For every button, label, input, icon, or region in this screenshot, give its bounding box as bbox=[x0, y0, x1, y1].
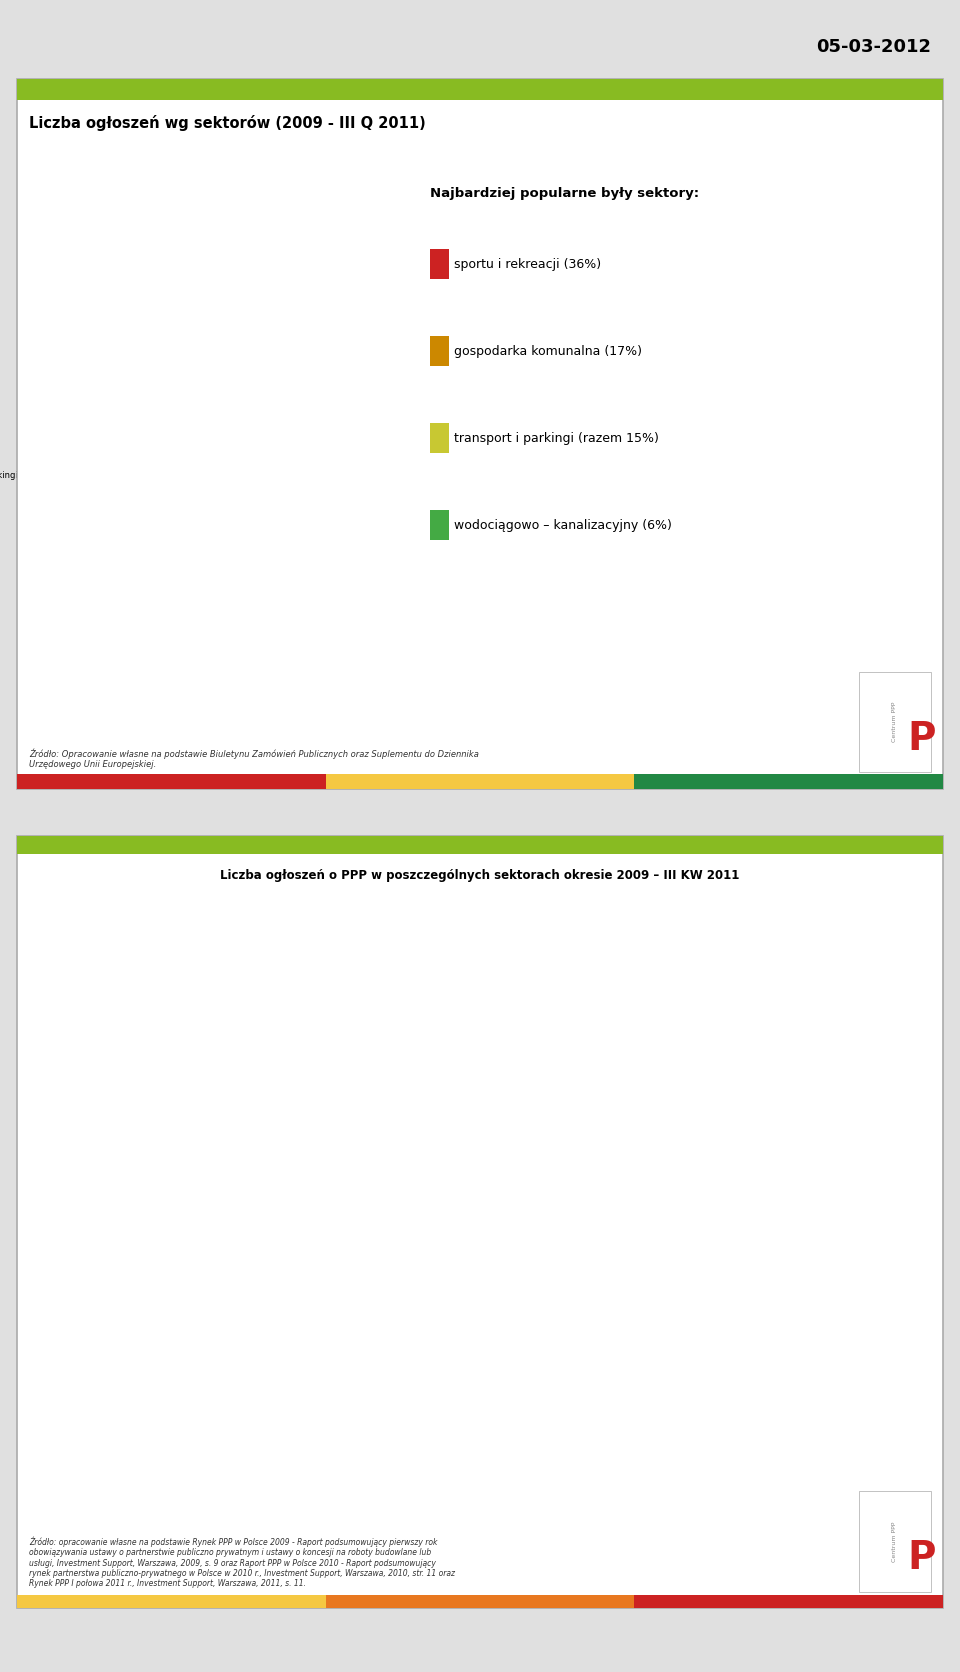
Wedge shape bbox=[60, 438, 214, 505]
Bar bbox=[195, 1239, 224, 1246]
Bar bbox=[195, 1214, 238, 1221]
Bar bbox=[195, 1398, 209, 1404]
Bar bbox=[195, 1129, 224, 1135]
Bar bbox=[195, 1062, 295, 1067]
Bar bbox=[195, 1067, 367, 1073]
Bar bbox=[195, 1177, 224, 1184]
Bar bbox=[195, 1202, 209, 1209]
Text: P: P bbox=[907, 721, 936, 757]
Wedge shape bbox=[185, 458, 332, 612]
Bar bbox=[195, 1085, 280, 1092]
Text: sportu i rekreacji (36%): sportu i rekreacji (36%) bbox=[454, 257, 601, 271]
Wedge shape bbox=[214, 304, 368, 557]
Text: Źródło: Opracowanie własne na podstawie Biuletynu Zamówień Publicznych oraz Supl: Źródło: Opracowanie własne na podstawie … bbox=[29, 749, 479, 769]
Text: Edukacja
3%: Edukacja 3% bbox=[159, 268, 197, 288]
Wedge shape bbox=[157, 308, 214, 458]
Bar bbox=[195, 1460, 209, 1466]
Bar bbox=[195, 1423, 209, 1430]
Text: P: P bbox=[907, 1540, 936, 1577]
Text: Inne
6%: Inne 6% bbox=[23, 393, 41, 411]
Bar bbox=[195, 1043, 795, 1048]
Bar bbox=[195, 1287, 238, 1294]
Wedge shape bbox=[68, 458, 214, 570]
Bar bbox=[195, 1430, 209, 1435]
Bar bbox=[195, 1435, 209, 1441]
Bar bbox=[195, 1159, 238, 1165]
Text: Infr. transportowa
8%: Infr. transportowa 8% bbox=[92, 497, 185, 515]
Bar bbox=[195, 1276, 209, 1282]
Text: Liczba ogłoszeń o PPP w poszczególnych sektorach okresie 2009 – III KW 2011: Liczba ogłoszeń o PPP w poszczególnych s… bbox=[220, 869, 740, 883]
Bar bbox=[195, 1361, 224, 1368]
Bar bbox=[195, 1404, 209, 1411]
Text: wodociągowo – kanalizacyjny (6%): wodociągowo – kanalizacyjny (6%) bbox=[454, 518, 672, 532]
Bar bbox=[195, 1110, 280, 1117]
Text: transport i parkingi (razem 15%): transport i parkingi (razem 15%) bbox=[454, 431, 659, 445]
Text: Centrum PPP: Centrum PPP bbox=[892, 1522, 898, 1562]
Text: Wod-kan
6%: Wod-kan 6% bbox=[38, 333, 75, 353]
Text: Liczba ogłoszeń wg sektorów (2009 - III Q 2011): Liczba ogłoszeń wg sektorów (2009 - III … bbox=[29, 115, 425, 132]
Bar bbox=[195, 1306, 209, 1313]
Text: gospodarka komunalna (17%): gospodarka komunalna (17%) bbox=[454, 344, 642, 358]
Bar bbox=[195, 1379, 209, 1386]
Bar bbox=[195, 1037, 338, 1043]
Bar bbox=[195, 1092, 338, 1099]
Text: Ochrona
środowiska
3%: Ochrona środowiska 3% bbox=[116, 269, 163, 299]
Bar bbox=[195, 1140, 266, 1147]
Text: Ochrona
zdrowia
9%: Ochrona zdrowia 9% bbox=[153, 523, 195, 552]
Bar bbox=[195, 1338, 224, 1344]
Bar bbox=[195, 1264, 224, 1271]
Bar bbox=[195, 1373, 209, 1379]
Bar bbox=[195, 1190, 252, 1197]
Bar bbox=[195, 1257, 209, 1264]
Wedge shape bbox=[185, 304, 214, 458]
Bar bbox=[195, 1349, 209, 1356]
Text: Centrum PPP: Centrum PPP bbox=[892, 702, 898, 742]
Text: Infrastruktura
komunalna
17%: Infrastruktura komunalna 17% bbox=[208, 527, 280, 557]
Bar bbox=[195, 1165, 252, 1172]
Bar bbox=[195, 1232, 224, 1239]
Text: Teleinformatyka
5%: Teleinformatyka 5% bbox=[55, 293, 122, 311]
Bar bbox=[195, 1324, 209, 1331]
Bar bbox=[195, 1117, 338, 1124]
Text: 05-03-2012: 05-03-2012 bbox=[816, 38, 931, 57]
Text: Źródło: opracowanie własne na podstawie Rynek PPP w Polsce 2009 - Raport podsumo: Źródło: opracowanie własne na podstawie … bbox=[29, 1537, 455, 1588]
Bar bbox=[195, 1313, 224, 1319]
Bar bbox=[195, 1209, 224, 1214]
Bar bbox=[195, 1030, 266, 1037]
Bar bbox=[195, 1055, 238, 1062]
Wedge shape bbox=[108, 458, 214, 609]
Text: Najbardziej popularne były sektory:: Najbardziej popularne były sektory: bbox=[430, 187, 699, 201]
Bar bbox=[195, 1184, 238, 1190]
Bar bbox=[195, 1251, 209, 1257]
Legend: 2009, 2010, III KW 2011: 2009, 2010, III KW 2011 bbox=[347, 1550, 584, 1568]
Bar bbox=[195, 1411, 209, 1418]
Bar bbox=[195, 1331, 209, 1338]
Text: Parkingi 7%: Parkingi 7% bbox=[0, 472, 34, 480]
Text: Sport i rekreacja
36%: Sport i rekreacja 36% bbox=[252, 411, 337, 430]
Bar bbox=[195, 1448, 209, 1453]
Bar bbox=[195, 1386, 209, 1393]
Bar bbox=[195, 1104, 238, 1110]
Wedge shape bbox=[80, 339, 214, 458]
Bar bbox=[195, 1299, 209, 1306]
Bar bbox=[195, 1078, 238, 1085]
Wedge shape bbox=[61, 385, 214, 458]
Bar bbox=[195, 1135, 252, 1140]
Bar bbox=[195, 1226, 209, 1232]
Bar bbox=[195, 1282, 224, 1287]
Wedge shape bbox=[116, 316, 214, 458]
Bar bbox=[195, 1356, 209, 1361]
Bar bbox=[195, 1152, 224, 1159]
